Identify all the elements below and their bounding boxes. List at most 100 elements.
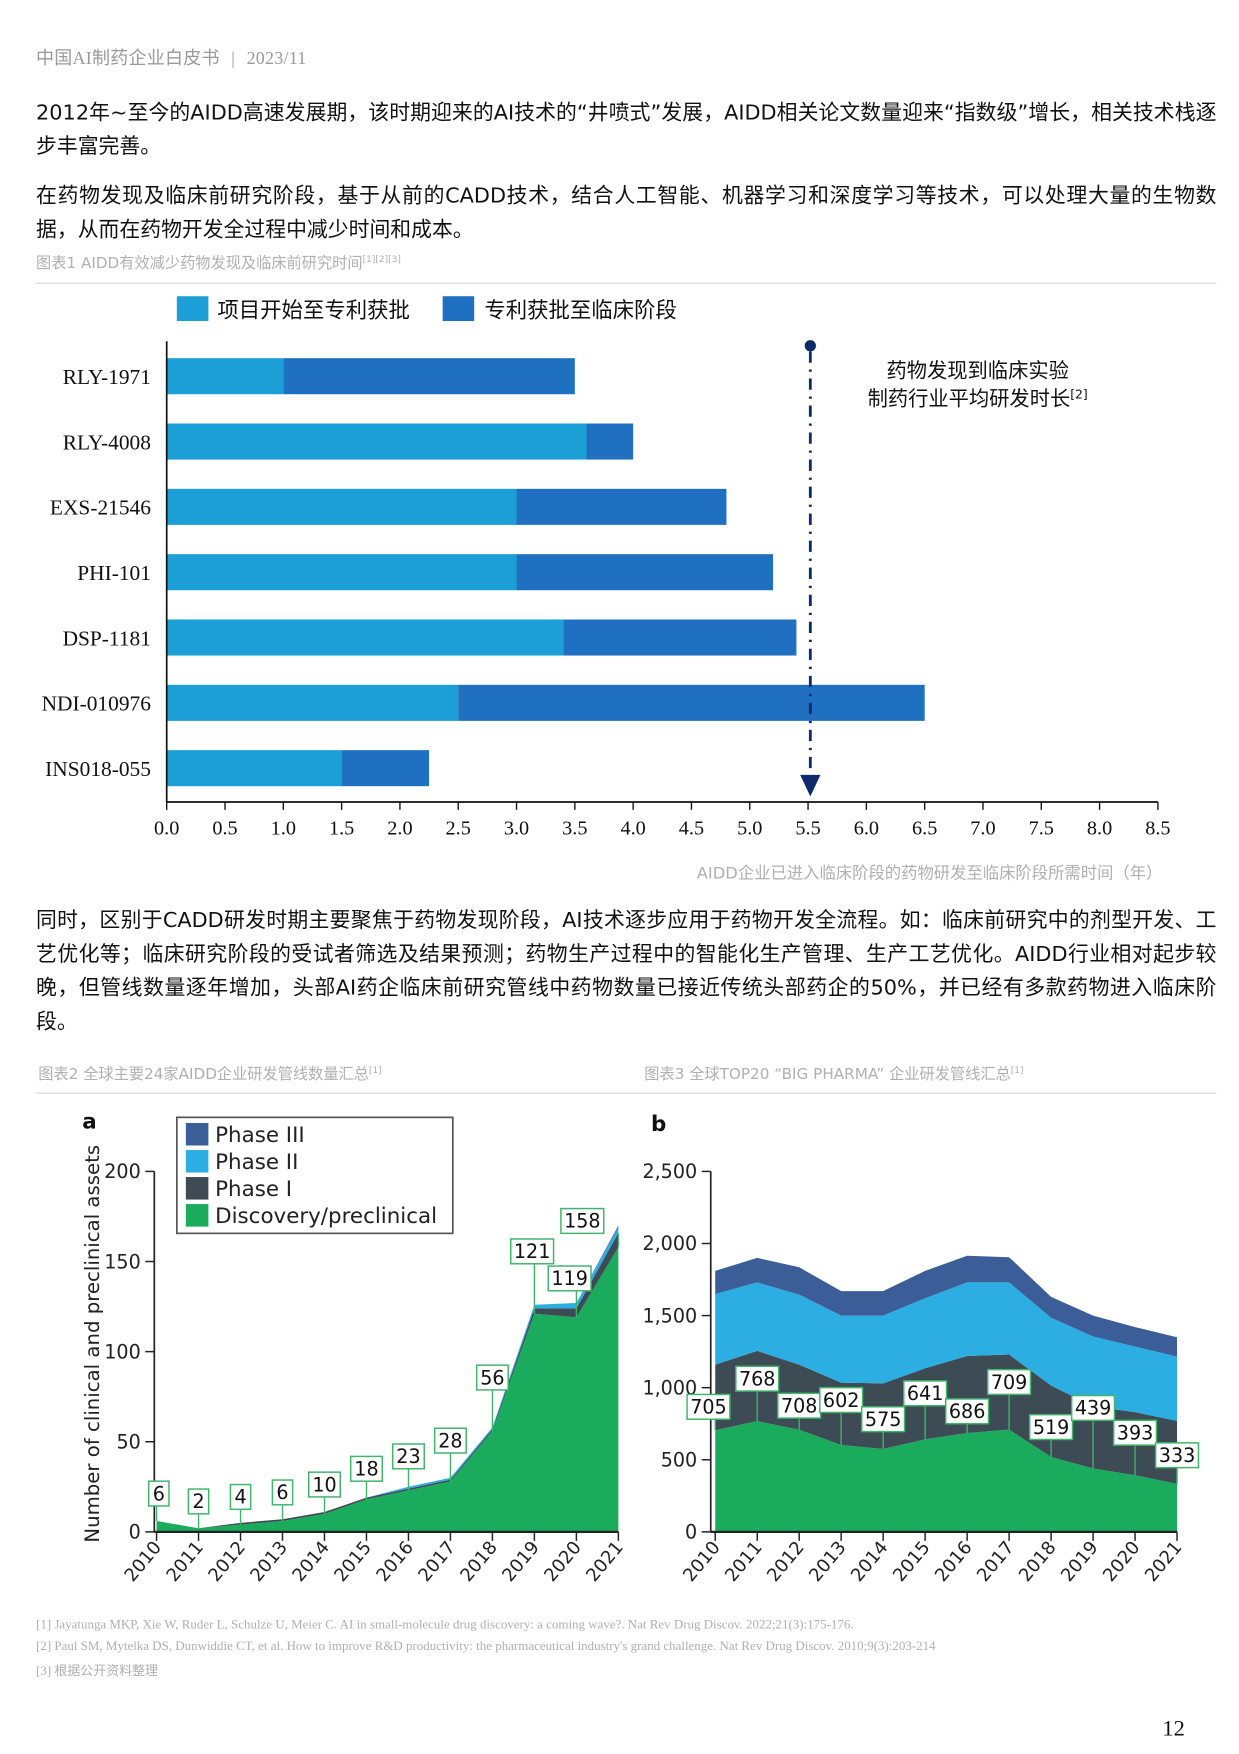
- data-label-box: [547, 1265, 592, 1292]
- bar-legend: 项目开始至专利获批 专利获批至临床阶段: [176, 296, 677, 324]
- figure1-caption-text: 图表1 AIDD有效减少药物发现及临床前研究时间: [36, 254, 363, 273]
- data-label: 709: [991, 1371, 1028, 1394]
- data-label-box: [433, 1427, 467, 1454]
- x-tick-label: 2012: [204, 1537, 250, 1586]
- x-tick-label: 1.5: [329, 818, 354, 840]
- y-tick-label: 1,000: [642, 1376, 697, 1399]
- footnote-2: [2] Paul SM, Mytelka DS, Dunwiddie CT, e…: [36, 1639, 936, 1654]
- figure1-bar-chart: 项目开始至专利获批 专利获批至临床阶段 RLY-1971 RLY-4008 EXS-…: [42, 296, 1171, 883]
- data-label: 768: [739, 1367, 776, 1390]
- area-phase-ii: [715, 1282, 1178, 1421]
- area-discovery-preclinical: [156, 1247, 619, 1532]
- bar-segment-2: [516, 488, 727, 525]
- legend-label: Discovery/preclinical: [215, 1204, 437, 1229]
- figure3-caption-text: 图表3 全球TOP20 “BIG PHARMA” 企业研发管线汇总: [644, 1065, 1011, 1084]
- y-tick-label: 0: [685, 1521, 697, 1544]
- legend-swatch: [185, 1150, 209, 1173]
- data-label: 18: [354, 1458, 378, 1481]
- data-label: 575: [865, 1408, 902, 1431]
- legend-swatch: [185, 1122, 209, 1146]
- figure1-caption: 图表1 AIDD有效减少药物发现及临床前研究时间[1][2][3]: [36, 250, 401, 273]
- x-tick-label: 2010: [679, 1537, 725, 1586]
- x-tick-label: 6.5: [912, 818, 937, 840]
- data-label: 641: [907, 1382, 944, 1405]
- category-label: INS018-055: [45, 757, 151, 781]
- bar-segment-1: [166, 554, 517, 591]
- x-tick-label: 7.0: [970, 818, 995, 840]
- legend-swatch: [185, 1204, 209, 1227]
- data-label: 4: [234, 1486, 246, 1509]
- category-label: EXS-21546: [50, 496, 151, 520]
- x-tick-label: 0.0: [154, 818, 179, 840]
- bar-segment-1: [166, 488, 517, 525]
- data-label-box: [187, 1488, 210, 1515]
- bar-segment-1: [166, 358, 284, 395]
- data-label-box: [349, 1455, 383, 1482]
- header-separator: |: [231, 49, 236, 69]
- x-tick-label: 2.0: [387, 818, 412, 840]
- data-label-box: [1112, 1419, 1158, 1446]
- x-tick-label: 2010: [120, 1537, 166, 1586]
- data-label-box: [1070, 1394, 1116, 1422]
- data-label: 23: [396, 1445, 420, 1468]
- data-label-box: [271, 1479, 294, 1506]
- legend-label: Phase I: [215, 1177, 292, 1202]
- x-tick-label: 2011: [721, 1537, 767, 1586]
- data-label-box: [560, 1207, 605, 1235]
- bar-segment-1: [166, 619, 564, 656]
- footnote-3: [3] 根据公开资料整理: [36, 1664, 159, 1679]
- y-tick-label: 200: [104, 1160, 141, 1183]
- x-tick-label: 1.0: [271, 818, 296, 840]
- figure3-caption: 图表3 全球TOP20 “BIG PHARMA” 企业研发管线汇总[1]: [644, 1061, 1023, 1084]
- data-label: 602: [823, 1389, 860, 1412]
- x-tick-label: 2011: [162, 1537, 208, 1586]
- data-label: 519: [1033, 1416, 1070, 1439]
- x-tick-label: 4.0: [620, 818, 645, 840]
- annotation-line-2-text: 制药行业平均研发时长: [868, 386, 1071, 410]
- x-tick-label: 8.5: [1145, 818, 1170, 840]
- legend-label: Phase II: [215, 1150, 298, 1175]
- data-label-box: [147, 1480, 170, 1507]
- page-number: 12: [1162, 1716, 1185, 1742]
- data-label: 121: [514, 1240, 551, 1263]
- legend-swatch: [185, 1177, 209, 1200]
- x-tick-label: 2020: [540, 1537, 586, 1586]
- data-label: 708: [781, 1394, 818, 1417]
- x-tick-label: 2013: [246, 1537, 292, 1586]
- data-label: 119: [551, 1267, 588, 1290]
- footnote-1: [1] Jayatunga MKP, Xie W, Ruder L, Schul…: [36, 1618, 854, 1633]
- x-tick-label: 0.5: [212, 818, 237, 840]
- paragraph-2: 在药物发现及临床前研究阶段，基于从前的CADD技术，结合人工智能、机器学习和深度…: [36, 184, 1217, 243]
- legend-swatch-series-2: [442, 296, 475, 322]
- bar-segment-1: [166, 423, 587, 460]
- bar-segment-2: [516, 554, 774, 591]
- data-label: 333: [1159, 1444, 1196, 1467]
- x-tick-label: 2016: [931, 1537, 977, 1586]
- panel-label-a: a: [82, 1110, 96, 1135]
- x-tick-label: 2015: [330, 1537, 376, 1586]
- data-label-box: [1028, 1413, 1074, 1441]
- data-label-box: [475, 1364, 509, 1391]
- data-label-box: [986, 1368, 1032, 1396]
- x-tick-label: 2019: [1057, 1537, 1103, 1586]
- data-label-box: [510, 1238, 555, 1265]
- y-tick-label: 50: [116, 1430, 140, 1453]
- paragraph-3: 同时，区别于CADD研发时期主要聚焦于药物发现阶段，AI技术逐步应用于药物开发全…: [36, 908, 1217, 1034]
- category-label: RLY-4008: [63, 430, 151, 454]
- data-label-box: [945, 1398, 990, 1425]
- x-tick-label: 5.0: [737, 818, 762, 840]
- x-axis-label: AIDD企业已进入临床阶段的药物研发至临床阶段所需时间（年）: [697, 864, 1163, 883]
- data-label-box: [391, 1443, 425, 1470]
- annotation-line-2: 制药行业平均研发时长[2]: [868, 386, 1088, 410]
- data-label-box: [735, 1365, 780, 1392]
- category-label: PHI-101: [77, 561, 151, 585]
- y-tick-label: 0: [129, 1521, 141, 1544]
- bar-segment-1: [166, 750, 342, 787]
- data-label: 2: [192, 1490, 204, 1513]
- figure2-caption-refs: [1]: [368, 1064, 382, 1076]
- x-tick-label: 3.0: [504, 818, 529, 840]
- legend-label-series-1: 项目开始至专利获批: [217, 299, 410, 324]
- data-label: 28: [438, 1429, 462, 1452]
- category-label: DSP-1181: [63, 626, 151, 650]
